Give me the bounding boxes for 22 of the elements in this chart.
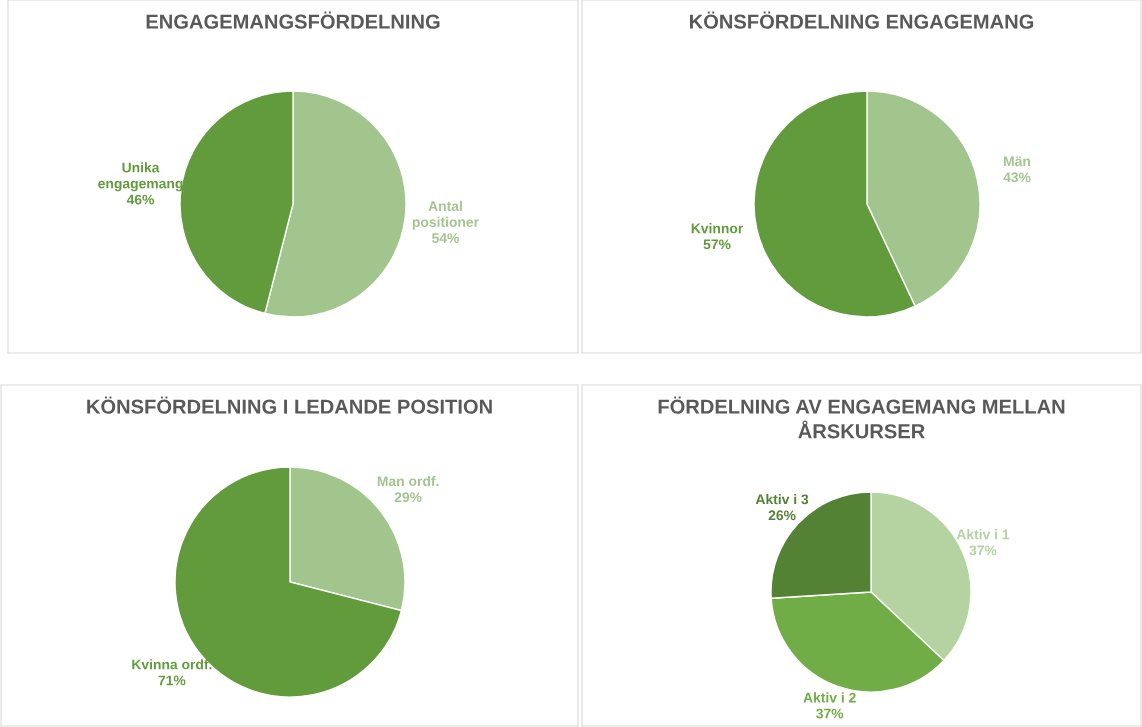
slice-label: Kvinnor: [691, 223, 744, 234]
slice-label: Antal positioner: [412, 200, 479, 230]
slice-label: Unika engagemang: [98, 162, 183, 192]
slice-label: Aktiv i 1: [956, 529, 1010, 540]
chart-title: KÖNSFÖRDELNING I LEDANDE POSITION: [87, 396, 492, 414]
slice-label: Kvinna ordf.: [132, 659, 212, 670]
data-label: 54%: [432, 233, 459, 243]
chart-title: ENGAGEMANGSFÖRDELNING: [146, 11, 440, 29]
slice-label: Man ordf.: [377, 475, 439, 487]
slice-label: Aktiv i 3: [755, 494, 809, 505]
chart-title: KÖNSFÖRDELNING ENGAGEMANG: [689, 11, 1034, 29]
data-label: 29%: [394, 492, 422, 503]
slice-label: Män: [1004, 156, 1031, 167]
data-label: 57%: [703, 239, 731, 250]
slice-label: Aktiv i 2: [803, 692, 856, 703]
chart-title: FÖRDELNING AV ENGAGEMANG MELLAN ÅRSKURSER: [658, 396, 1065, 439]
data-label: 26%: [768, 510, 796, 521]
data-label: 71%: [158, 675, 186, 686]
data-label: 37%: [816, 708, 844, 719]
data-label: 46%: [126, 194, 155, 205]
data-label: 43%: [1003, 172, 1031, 183]
data-label: 37%: [969, 545, 997, 556]
